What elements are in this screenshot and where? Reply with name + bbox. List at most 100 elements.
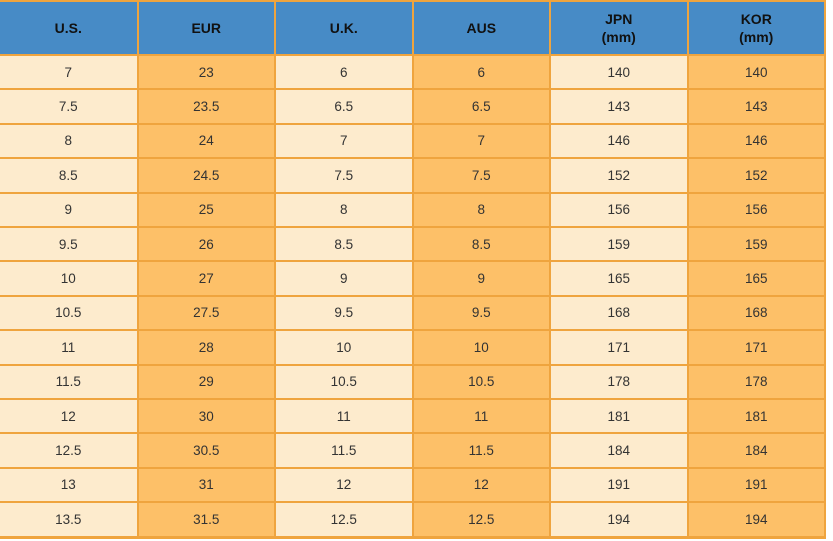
table-cell: 9 — [274, 260, 414, 297]
table-cell: 9.5 — [411, 294, 551, 332]
table-cell: 7.5 — [411, 157, 551, 194]
table-row: 9.5 26 8.5 8.5 159 159 — [0, 225, 826, 263]
table-cell: 8 — [0, 122, 139, 160]
table-cell: 6 — [274, 53, 414, 91]
table-cell: 152 — [686, 157, 826, 194]
header-row: U.S. EUR U.K. AUS JPN (mm) KOR (mm) — [0, 0, 826, 56]
table-cell: 8.5 — [274, 225, 414, 263]
table-cell: 30.5 — [136, 432, 276, 469]
table-cell: 9.5 — [0, 225, 139, 263]
table-cell: 6 — [411, 53, 551, 91]
column-sublabel: (mm) — [739, 29, 774, 45]
table-cell: 6.5 — [274, 88, 414, 125]
table-row: 8 24 7 7 146 146 — [0, 122, 826, 160]
table-cell: 11 — [411, 397, 551, 435]
table-row: 10.5 27.5 9.5 9.5 168 168 — [0, 294, 826, 332]
table-cell: 143 — [686, 88, 826, 125]
table-cell: 7 — [411, 122, 551, 160]
table-row: 11.5 29 10.5 10.5 178 178 — [0, 363, 826, 400]
table-cell: 6.5 — [411, 88, 551, 125]
table-cell: 181 — [686, 397, 826, 435]
table-cell: 13.5 — [0, 501, 139, 540]
table-cell: 140 — [686, 53, 826, 91]
table-cell: 26 — [136, 225, 276, 263]
table-cell: 25 — [136, 191, 276, 228]
table-cell: 11.5 — [274, 432, 414, 469]
table-header: U.S. EUR U.K. AUS JPN (mm) KOR (mm) — [0, 0, 826, 56]
table-cell: 159 — [549, 225, 689, 263]
table-cell: 12.5 — [0, 432, 139, 469]
table-cell: 10 — [411, 329, 551, 366]
table-cell: 12 — [274, 466, 414, 504]
table-cell: 8.5 — [411, 225, 551, 263]
table-cell: 146 — [686, 122, 826, 160]
table-cell: 27 — [136, 260, 276, 297]
table-cell: 23.5 — [136, 88, 276, 125]
table-cell: 30 — [136, 397, 276, 435]
table-cell: 7 — [0, 53, 139, 91]
table-cell: 11.5 — [0, 363, 139, 400]
column-label: KOR — [740, 10, 772, 27]
table-cell: 7.5 — [0, 88, 139, 125]
column-header-us: U.S. — [0, 0, 139, 56]
table-cell: 184 — [686, 432, 826, 469]
table-cell: 181 — [549, 397, 689, 435]
column-label: U.K. — [329, 19, 358, 36]
table-cell: 12 — [411, 466, 551, 504]
table-cell: 178 — [549, 363, 689, 400]
table-cell: 12.5 — [274, 501, 414, 540]
table-cell: 8.5 — [0, 157, 139, 194]
table-cell: 194 — [549, 501, 689, 540]
table-cell: 146 — [549, 122, 689, 160]
table-row: 7.5 23.5 6.5 6.5 143 143 — [0, 88, 826, 125]
table-cell: 12.5 — [411, 501, 551, 540]
table-cell: 12 — [0, 397, 139, 435]
table-body: 7 23 6 6 140 140 7.5 23.5 6.5 6.5 143 143 8 24 7 7 146 14… — [0, 53, 826, 540]
column-header-kor: KOR (mm) — [686, 0, 826, 56]
column-label: EUR — [191, 19, 222, 36]
table-cell: 24.5 — [136, 157, 276, 194]
table-row: 12 30 11 11 181 181 — [0, 397, 826, 435]
table-row: 13 31 12 12 191 191 — [0, 466, 826, 504]
table-row: 11 28 10 10 171 171 — [0, 329, 826, 366]
table-cell: 152 — [549, 157, 689, 194]
table-cell: 29 — [136, 363, 276, 400]
table-cell: 168 — [549, 294, 689, 332]
table-cell: 159 — [686, 225, 826, 263]
table-cell: 191 — [549, 466, 689, 504]
table-cell: 31 — [136, 466, 276, 504]
table-cell: 156 — [686, 191, 826, 228]
table-cell: 13 — [0, 466, 139, 504]
table-cell: 184 — [549, 432, 689, 469]
table-cell: 10 — [0, 260, 139, 297]
table-cell: 9 — [411, 260, 551, 297]
table-row: 13.5 31.5 12.5 12.5 194 194 — [0, 501, 826, 540]
table-cell: 10.5 — [0, 294, 139, 332]
table-cell: 24 — [136, 122, 276, 160]
column-header-jpn: JPN (mm) — [549, 0, 689, 56]
table-cell: 31.5 — [136, 501, 276, 540]
column-header-aus: AUS — [411, 0, 551, 56]
table-cell: 11.5 — [411, 432, 551, 469]
table-cell: 171 — [686, 329, 826, 366]
table-row: 8.5 24.5 7.5 7.5 152 152 — [0, 157, 826, 194]
table-cell: 23 — [136, 53, 276, 91]
table-cell: 143 — [549, 88, 689, 125]
column-header-eur: EUR — [136, 0, 276, 56]
column-label: JPN — [605, 10, 633, 27]
column-label: U.S. — [54, 19, 82, 36]
column-sublabel: (mm) — [601, 29, 636, 45]
table-cell: 11 — [274, 397, 414, 435]
table-cell: 165 — [549, 260, 689, 297]
table-cell: 156 — [549, 191, 689, 228]
table-cell: 168 — [686, 294, 826, 332]
table-cell: 191 — [686, 466, 826, 504]
table-cell: 8 — [411, 191, 551, 228]
table-cell: 10.5 — [274, 363, 414, 400]
table-cell: 28 — [136, 329, 276, 366]
table-cell: 178 — [686, 363, 826, 400]
table-cell: 9.5 — [274, 294, 414, 332]
table-cell: 9 — [0, 191, 139, 228]
